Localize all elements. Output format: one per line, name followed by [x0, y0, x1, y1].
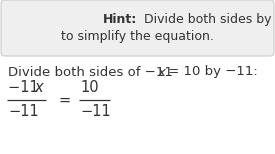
Text: 10: 10 — [80, 81, 99, 95]
Text: Hint:: Hint: — [103, 13, 138, 26]
FancyBboxPatch shape — [1, 0, 274, 56]
Text: Divide both sides of −11: Divide both sides of −11 — [8, 65, 175, 79]
Text: −11: −11 — [8, 81, 42, 95]
Text: = 10 by −11:: = 10 by −11: — [164, 65, 258, 79]
Text: −11: −11 — [8, 105, 39, 120]
Text: x: x — [34, 81, 43, 95]
Text: =: = — [59, 93, 71, 107]
Text: Divide both sides by a constant: Divide both sides by a constant — [139, 13, 275, 26]
Text: −11: −11 — [80, 105, 111, 120]
Text: to simplify the equation.: to simplify the equation. — [61, 30, 214, 43]
Text: x: x — [157, 65, 165, 79]
